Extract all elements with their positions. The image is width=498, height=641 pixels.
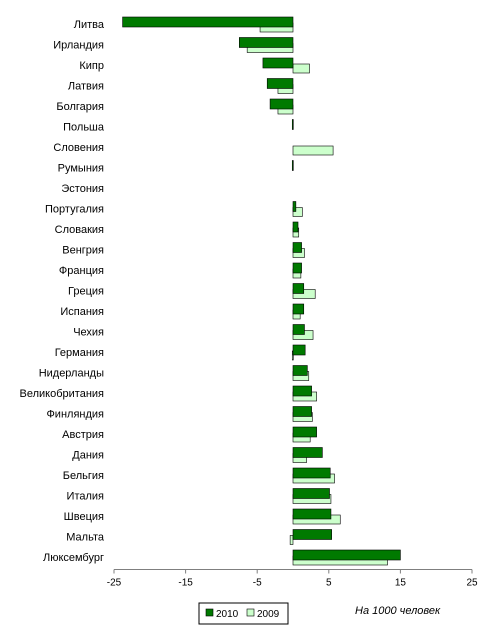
category-label-row-9: Португалия [45,204,104,216]
category-label-row-11: Венгрия [62,245,104,257]
category-label-row-3: Латвия [68,81,104,93]
bar-2010-row-20 [292,426,317,438]
x-tick-label-3: 5 [326,578,332,589]
category-label-row-4: Болгария [56,101,104,113]
x-tick-label-0: -25 [107,578,122,589]
bar-2010-row-15 [292,324,305,335]
bar-2010-row-23 [292,488,330,499]
bar-2010-row-3 [266,78,294,89]
category-label-row-6: Словения [53,142,104,154]
legend-label-2010: 2010 [216,609,239,620]
category-label-row-0: Литва [74,19,105,31]
category-label-row-16: Германия [55,347,104,359]
category-label-row-1: Ирландия [53,40,104,52]
category-label-row-7: Румыния [58,163,104,175]
legend-label-2009: 2009 [257,609,280,620]
bar-2010-row-24 [292,508,332,520]
category-label-row-12: Франция [59,265,104,277]
bar-2010-row-10 [292,221,299,233]
bar-2009-row-2 [292,63,310,74]
category-label-row-5: Польша [63,122,105,134]
category-label-row-22: Бельгия [63,470,104,482]
bar-2010-row-11 [292,242,302,253]
category-label-row-18: Великобритания [20,388,105,400]
category-label-row-23: Италия [67,491,105,503]
bar-2010-row-22 [292,467,331,479]
category-label-row-10: Словакия [55,224,104,236]
category-label-row-25: Мальта [66,532,105,544]
bar-2010-row-4 [269,98,294,110]
bar-2010-row-9 [292,201,297,212]
category-label-row-13: Греция [68,286,104,298]
category-label-row-24: Швеция [64,511,104,523]
bar-2010-row-19 [292,406,312,417]
category-label-row-20: Австрия [62,429,104,441]
x-tick-label-1: -15 [178,578,193,589]
bar-2010-row-16 [292,344,306,356]
bar-2010-row-14 [292,303,305,315]
unit-label: На 1000 человек [355,605,441,617]
legend-box [198,602,289,625]
category-label-row-17: Нидерланды [39,368,104,380]
bar-2010-row-25 [292,529,332,540]
axis-layer [113,569,473,574]
x-tick-label-4: 15 [395,578,407,589]
bar-2009-row-25 [289,535,294,545]
bar-2010-row-7 [291,160,294,171]
bar-2010-row-26 [292,549,401,561]
category-labels: Литва Ирландия Кипр Латвия Болгария Польша Сло… [20,19,105,564]
bar-2009-row-9 [292,207,303,217]
x-tick-label-5: 25 [466,578,478,589]
legend-swatch-2010 [205,608,214,617]
category-label-row-15: Чехия [73,327,104,339]
legend-swatch-2009 [246,608,255,617]
bar-2010-row-0 [122,16,294,28]
bar-2010-row-18 [292,385,312,397]
category-label-row-14: Испания [60,306,104,318]
bar-2010-row-21 [292,447,323,458]
bar-2010-row-1 [239,37,294,48]
bar-2010-row-17 [292,365,308,376]
bar-2009-row-6 [292,145,334,156]
category-label-row-21: Дания [72,450,104,462]
bar-2010-row-12 [292,262,302,274]
legend: 2010 2009 [198,602,289,625]
category-label-row-26: Люксембург [43,552,104,564]
category-label-row-8: Эстония [61,183,104,195]
bar-2010-row-5 [291,119,294,130]
bar-2010-row-13 [292,283,305,294]
category-label-row-19: Финляндия [46,409,104,421]
category-label-row-2: Кипр [79,60,104,72]
bar-2010-row-2 [262,57,294,69]
bar-2009-row-13 [292,289,316,299]
bars-layer [122,16,401,566]
x-tick-label-2: -5 [253,578,262,589]
x-tick-labels: -25 -15 -5 5 15 25 [107,578,478,589]
